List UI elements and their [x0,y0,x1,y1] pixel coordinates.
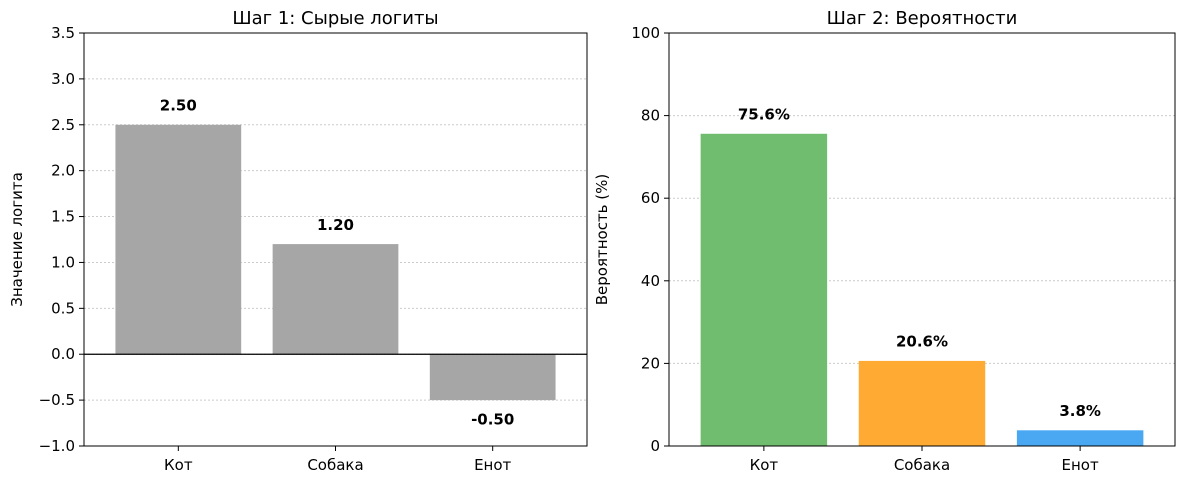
y-tick-label: 100 [631,24,660,42]
data-label: -0.50 [471,410,514,428]
x-tick-label: Кот [750,456,779,474]
bar-3 [429,354,556,401]
bar-3 [1016,430,1144,446]
bar-1 [115,124,242,355]
y-tick-label: −0.5 [39,391,75,409]
y-tick-label: 1.0 [51,253,75,271]
x-tick-label: Собака [894,456,950,474]
y-tick-label: 3.5 [51,24,75,42]
x-tick-label: Собака [307,456,363,474]
y-tick-label: 2.0 [51,162,75,180]
y-tick-label: 80 [641,107,660,125]
y-tick-label: 2.5 [51,116,75,134]
y-tick-label: 0.5 [51,299,75,317]
bar-1 [700,133,828,446]
logits-chart: 2.50 Кот 1.20 Собака -0.50 Енот −1.0 −0.5 0.0 0.5… [8,8,588,474]
bar-2 [272,244,399,355]
data-label: 3.8% [1059,402,1101,420]
y-tick-label: 40 [641,272,660,290]
x-tick-label: Енот [474,456,511,474]
x-tick-label: Кот [164,456,193,474]
y-tick-label: 0 [650,437,660,455]
y-tick-label: 60 [641,189,660,207]
y-tick-label: −1.0 [39,437,75,455]
probabilities-chart: 75.6% Кот 20.6% Собака 3.8% Енот 0 20 40 60 80 100 Ш… [593,8,1176,474]
plot-frame [668,32,1176,447]
data-label: 75.6% [738,105,790,123]
y-tick-label: 3.0 [51,70,75,88]
y-tick-label: 0.0 [51,345,75,363]
x-tick-label: Енот [1062,456,1099,474]
y-axis-label: Вероятность (%) [593,174,611,306]
y-tick-label: 1.5 [51,208,75,226]
data-label: 2.50 [160,96,197,114]
data-label: 20.6% [896,333,948,351]
y-tick-label: 20 [641,354,660,372]
bar-2 [858,360,986,446]
chart-title: Шаг 1: Сырые логиты [232,8,438,29]
data-label: 1.20 [317,216,354,234]
chart-title: Шаг 2: Вероятности [827,8,1018,29]
plot-frame [83,32,588,447]
y-axis-label: Значение логита [8,172,26,307]
